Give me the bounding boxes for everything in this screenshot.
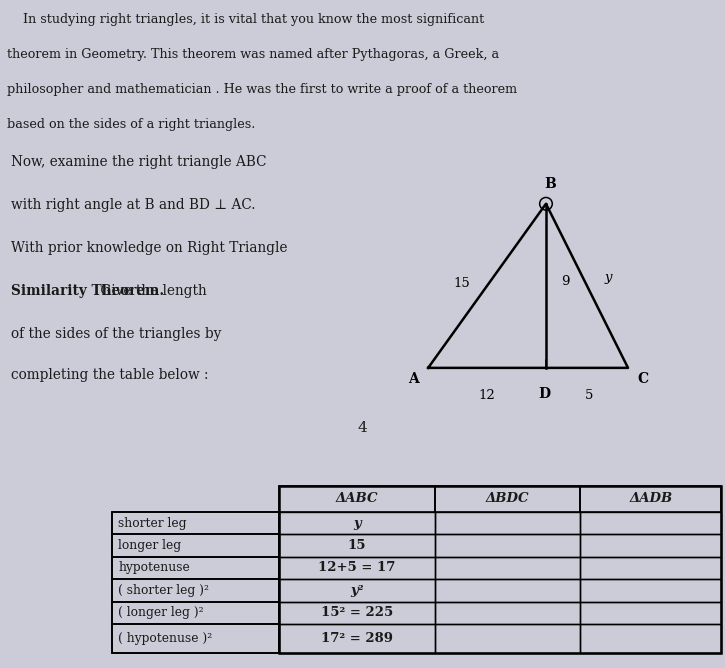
Bar [279,486,435,512]
Text: y: y [604,271,612,284]
Bar [279,579,435,602]
Bar [580,486,721,512]
Text: y²: y² [350,584,364,597]
Text: B: B [544,177,556,191]
Bar [435,602,580,624]
Bar [112,534,279,556]
Bar [279,534,435,556]
Bar [112,579,279,602]
Text: ΔBDC: ΔBDC [486,492,529,505]
Bar [112,624,279,653]
Bar [435,534,580,556]
Bar [580,512,721,534]
Text: 9: 9 [560,275,569,288]
Text: Similarity Theorem.: Similarity Theorem. [11,284,164,298]
Bar [112,602,279,624]
Bar [580,602,721,624]
Text: ( shorter leg )²: ( shorter leg )² [118,584,210,597]
Text: completing the table below :: completing the table below : [11,368,209,382]
Text: ΔADB: ΔADB [629,492,672,505]
Bar [435,486,580,512]
Text: hypotenuse: hypotenuse [118,561,190,574]
Bar [279,486,721,653]
Text: In studying right triangles, it is vital that you know the most significant: In studying right triangles, it is vital… [7,13,484,26]
Text: A: A [408,372,419,386]
Text: 12+5 = 17: 12+5 = 17 [318,561,396,574]
Bar [112,556,279,579]
Text: 12: 12 [478,389,495,402]
Text: ΔABC: ΔABC [336,492,378,505]
Bar [435,512,580,534]
Text: C: C [637,372,648,386]
Text: 4: 4 [357,421,368,435]
Text: 15: 15 [348,539,366,552]
Text: philosopher and mathematician . He was the first to write a proof of a theorem: philosopher and mathematician . He was t… [7,83,518,96]
Text: 15: 15 [453,277,471,290]
Bar [435,624,580,653]
Text: longer leg: longer leg [118,539,181,552]
Bar [112,512,279,534]
Text: D: D [538,387,550,401]
Text: Now, examine the right triangle ABC: Now, examine the right triangle ABC [11,154,267,168]
Text: ( hypotenuse )²: ( hypotenuse )² [118,632,212,645]
Text: of the sides of the triangles by: of the sides of the triangles by [11,327,221,341]
Text: theorem in Geometry. This theorem was named after Pythagoras, a Greek, a: theorem in Geometry. This theorem was na… [7,48,500,61]
Text: based on the sides of a right triangles.: based on the sides of a right triangles. [7,118,256,130]
Text: y: y [353,516,361,530]
Bar [580,556,721,579]
Text: Give the length: Give the length [96,284,207,298]
Text: 15² = 225: 15² = 225 [321,607,393,619]
Bar [112,512,279,653]
Text: with right angle at B and BD ⊥ AC.: with right angle at B and BD ⊥ AC. [11,198,255,212]
Bar [279,556,435,579]
Bar [435,579,580,602]
Text: shorter leg: shorter leg [118,516,186,530]
Bar [435,556,580,579]
Text: 17² = 289: 17² = 289 [321,632,393,645]
Text: Similarity Theorem. Give the length: Similarity Theorem. Give the length [11,284,260,298]
Bar [580,579,721,602]
Bar [279,602,435,624]
Bar [580,534,721,556]
Bar [580,624,721,653]
Bar [279,624,435,653]
Text: ( longer leg )²: ( longer leg )² [118,607,204,619]
Bar [279,512,435,534]
Text: With prior knowledge on Right Triangle: With prior knowledge on Right Triangle [11,241,288,255]
Text: 5: 5 [585,389,593,402]
